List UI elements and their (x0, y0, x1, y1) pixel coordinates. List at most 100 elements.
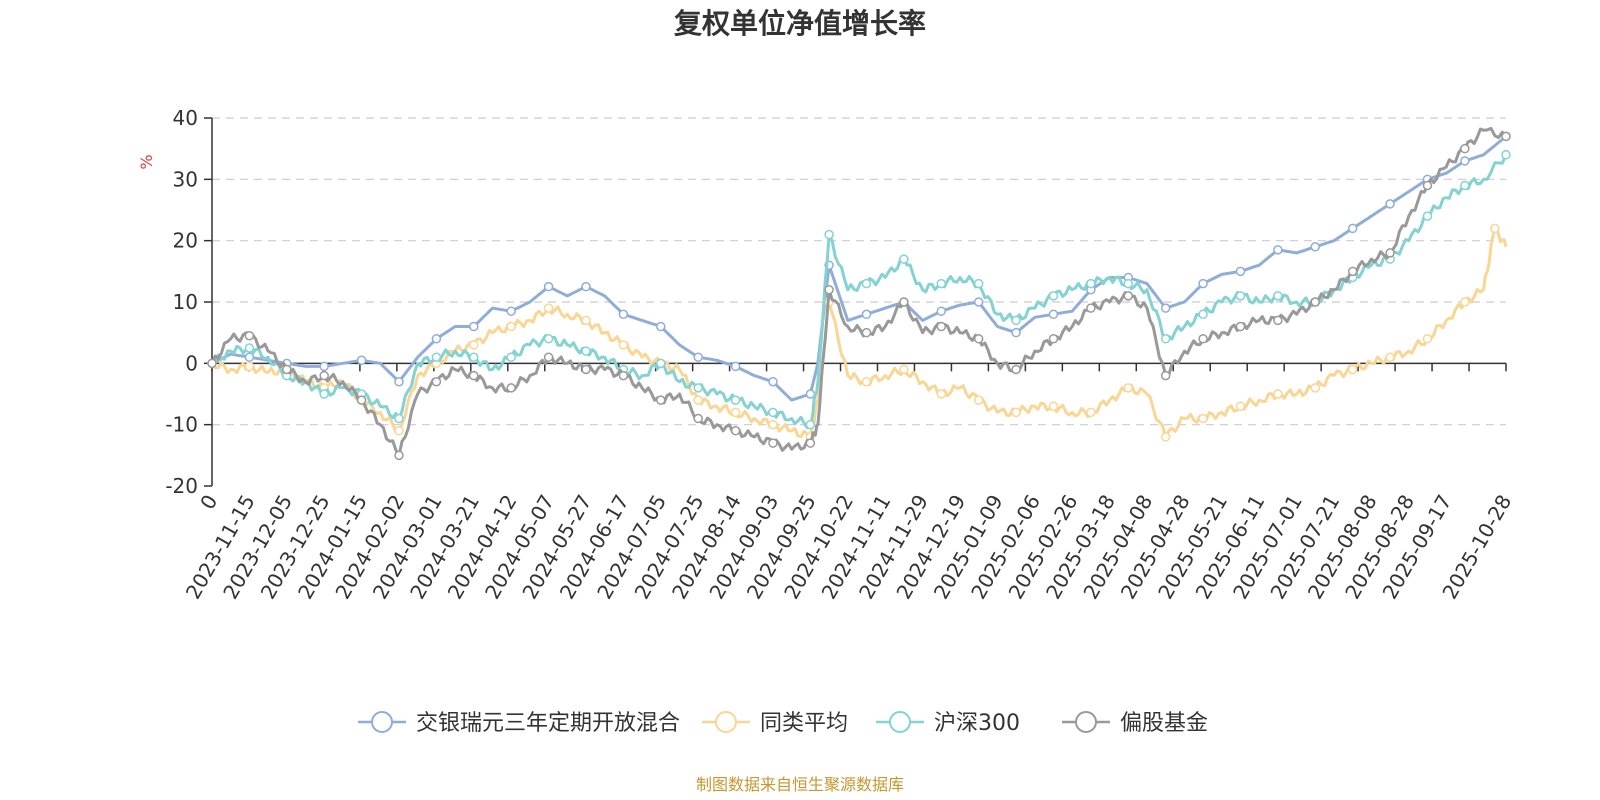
data-point (1160, 432, 1171, 442)
data-point (1011, 407, 1021, 418)
legend-marker-icon (715, 711, 737, 733)
data-point (581, 346, 591, 356)
data-point (319, 389, 329, 399)
data-point (1235, 291, 1246, 301)
data-point (805, 389, 816, 399)
x-axis-tick-labels: 02023-11-152023-12-052023-12-252024-01-1… (181, 490, 1517, 603)
data-point (581, 315, 591, 326)
data-point (1086, 278, 1096, 289)
data-point (768, 419, 778, 430)
data-point (936, 321, 947, 332)
data-point (973, 278, 984, 289)
data-point (1048, 401, 1059, 412)
data-point (431, 334, 442, 344)
legend-item-1[interactable]: 交银瑞元三年定期开放混合 (358, 711, 680, 736)
data-point (1160, 303, 1171, 313)
data-point (1048, 309, 1059, 320)
data-point (282, 364, 292, 375)
data-point (1501, 131, 1511, 142)
data-point (1460, 180, 1470, 191)
data-point (805, 438, 816, 448)
data-point (319, 361, 329, 372)
data-point (824, 229, 834, 240)
data-point (1160, 334, 1171, 344)
data-point (319, 370, 329, 381)
y-tick-label: -20 (165, 474, 198, 498)
legend-marker-icon (889, 711, 911, 733)
source-note: 制图数据来自恒生聚源数据库 (696, 775, 904, 794)
data-point (394, 450, 404, 461)
legend-item-4[interactable]: 偏股基金 (1062, 711, 1208, 736)
legend-item-2[interactable]: 同类平均 (702, 711, 848, 736)
legend[interactable]: 交银瑞元三年定期开放混合 同类平均 沪深300 偏股基金 (358, 711, 1208, 736)
data-point (1347, 364, 1358, 375)
data-point (543, 352, 554, 362)
series-line (211, 154, 1508, 430)
data-point (1048, 291, 1059, 301)
y-tick-label: 30 (173, 167, 198, 191)
data-point (1273, 389, 1283, 399)
data-point (899, 297, 909, 307)
data-point (1460, 297, 1470, 307)
series-1 (207, 131, 1511, 402)
data-point (1123, 383, 1134, 393)
data-point (581, 364, 591, 375)
data-point (861, 278, 872, 289)
data-point (1347, 266, 1358, 277)
series-line (210, 126, 1508, 457)
data-point (1273, 291, 1283, 301)
data-point (469, 321, 479, 332)
data-point (936, 278, 947, 289)
data-point (431, 376, 442, 387)
legend-label: 偏股基金 (1120, 711, 1208, 736)
data-point (394, 376, 404, 387)
data-point (730, 426, 741, 436)
y-tick-label: 10 (173, 290, 198, 314)
data-point (469, 370, 479, 381)
data-point (1198, 278, 1208, 289)
data-point (1422, 180, 1433, 191)
data-point (1460, 156, 1470, 166)
data-point (618, 340, 629, 350)
data-point (394, 426, 404, 436)
data-point (1011, 364, 1021, 375)
y-axis-tick-labels: 40 30 20 10 0 -10 -20 (165, 106, 198, 498)
data-point (1086, 303, 1096, 313)
data-point (1086, 407, 1096, 418)
data-point (1385, 248, 1395, 258)
data-point (543, 303, 554, 313)
data-point (1235, 401, 1246, 412)
data-point (861, 376, 872, 387)
data-point (861, 327, 872, 338)
data-point (693, 395, 703, 405)
data-point (1048, 334, 1059, 344)
data-point (693, 352, 703, 362)
data-point (805, 419, 816, 430)
data-point (506, 383, 516, 393)
data-point (356, 355, 367, 366)
data-point (1198, 413, 1208, 424)
data-point (618, 309, 629, 320)
data-point (207, 358, 217, 369)
data-point (693, 413, 703, 424)
data-point (1385, 352, 1395, 362)
legend-item-3[interactable]: 沪深300 (876, 711, 1020, 736)
data-point (1273, 315, 1283, 326)
data-point (1347, 223, 1358, 234)
data-point (936, 306, 947, 316)
data-point (543, 334, 554, 344)
data-point (244, 352, 255, 362)
data-point (244, 330, 255, 341)
data-point (768, 438, 778, 448)
series-lines (207, 126, 1511, 461)
data-point (730, 407, 741, 418)
data-point (394, 413, 404, 424)
legend-marker-icon (1075, 711, 1097, 733)
data-point (1123, 291, 1134, 301)
series-4 (207, 126, 1511, 461)
y-tick-label: 0 (185, 351, 198, 375)
data-point (1422, 211, 1433, 221)
data-point (1198, 334, 1208, 344)
data-point (899, 364, 909, 375)
